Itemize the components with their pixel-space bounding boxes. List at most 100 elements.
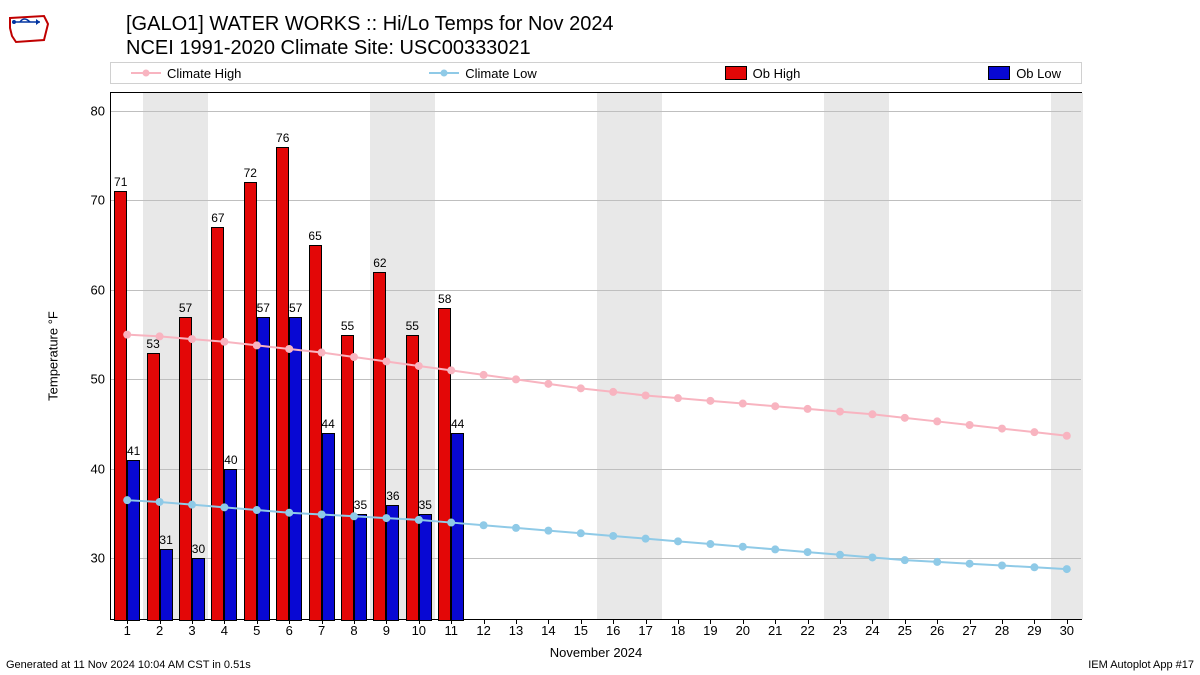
x-tick-label: 12 (476, 623, 490, 638)
climate-high-marker (1063, 432, 1071, 440)
climate-low-marker (771, 545, 779, 553)
climate-low-marker (188, 501, 196, 509)
climate-high-marker (706, 397, 714, 405)
legend-swatch-icon (988, 66, 1010, 80)
x-tick-label: 2 (156, 623, 163, 638)
x-tick-label: 4 (221, 623, 228, 638)
legend-swatch-icon (725, 66, 747, 80)
x-tick-label: 7 (318, 623, 325, 638)
climate-low-marker (868, 553, 876, 561)
x-tick-label: 1 (124, 623, 131, 638)
legend-climate-low: Climate Low (429, 66, 537, 81)
climate-low-marker (415, 516, 423, 524)
climate-low-marker (447, 519, 455, 527)
x-tick-label: 25 (898, 623, 912, 638)
x-tick-label: 18 (671, 623, 685, 638)
legend: Climate High Climate Low Ob High Ob Low (110, 62, 1082, 84)
climate-high-marker (253, 341, 261, 349)
climate-low-marker (804, 548, 812, 556)
climate-high-marker (868, 410, 876, 418)
climate-low-marker (544, 527, 552, 535)
climate-low-marker (1063, 565, 1071, 573)
climate-high-marker (415, 362, 423, 370)
climate-high-marker (480, 371, 488, 379)
climate-high-marker (123, 331, 131, 339)
climate-high-marker (544, 380, 552, 388)
y-tick-label: 60 (91, 282, 105, 297)
title-line-2: NCEI 1991-2020 Climate Site: USC00333021 (126, 36, 614, 60)
climate-high-marker (447, 366, 455, 374)
footer-generated: Generated at 11 Nov 2024 10:04 AM CST in… (6, 659, 251, 671)
climate-high-marker (350, 353, 358, 361)
x-tick-label: 21 (768, 623, 782, 638)
legend-line-icon (131, 72, 161, 74)
climate-low-marker (966, 560, 974, 568)
climate-high-marker (642, 391, 650, 399)
climate-high-marker (318, 349, 326, 357)
climate-high-marker (674, 394, 682, 402)
climate-high-marker (577, 384, 585, 392)
x-tick-label: 26 (930, 623, 944, 638)
climate-low-marker (156, 498, 164, 506)
y-tick-label: 80 (91, 103, 105, 118)
legend-label: Ob Low (1016, 66, 1061, 81)
climate-high-marker (220, 338, 228, 346)
climate-high-marker (966, 421, 974, 429)
climate-high-marker (188, 335, 196, 343)
legend-line-icon (429, 72, 459, 74)
climate-low-marker (253, 506, 261, 514)
climate-low-marker (512, 524, 520, 532)
x-tick-label: 16 (606, 623, 620, 638)
y-axis-label: Temperature °F (46, 311, 61, 401)
legend-ob-high: Ob High (725, 66, 801, 81)
plot-area: Temperature °F November 2024 30405060708… (110, 92, 1082, 620)
x-tick-label: 14 (541, 623, 555, 638)
x-axis-label: November 2024 (550, 645, 643, 660)
climate-high-marker (933, 417, 941, 425)
x-tick-label: 30 (1060, 623, 1074, 638)
climate-low-marker (706, 540, 714, 548)
climate-low-marker (382, 514, 390, 522)
climate-high-marker (609, 388, 617, 396)
climate-low-marker (1030, 563, 1038, 571)
x-tick-label: 28 (995, 623, 1009, 638)
climate-high-marker (382, 357, 390, 365)
chart-title: [GALO1] WATER WORKS :: Hi/Lo Temps for N… (126, 12, 614, 60)
climate-low-marker (220, 503, 228, 511)
x-tick-label: 10 (412, 623, 426, 638)
legend-ob-low: Ob Low (988, 66, 1061, 81)
climate-low-marker (901, 556, 909, 564)
climate-low-marker (350, 512, 358, 520)
climate-high-marker (836, 408, 844, 416)
legend-label: Climate Low (465, 66, 537, 81)
climate-low-marker (998, 562, 1006, 570)
legend-label: Ob High (753, 66, 801, 81)
climate-high-marker (285, 345, 293, 353)
legend-label: Climate High (167, 66, 241, 81)
climate-low-marker (933, 558, 941, 566)
climate-low-marker (642, 535, 650, 543)
x-tick-label: 13 (509, 623, 523, 638)
y-tick-label: 40 (91, 461, 105, 476)
climate-low-marker (577, 529, 585, 537)
climate-low-marker (318, 511, 326, 519)
climate-low-marker (836, 551, 844, 559)
climate-high-marker (771, 402, 779, 410)
climate-low-marker (739, 543, 747, 551)
x-tick-label: 5 (253, 623, 260, 638)
x-tick-label: 9 (383, 623, 390, 638)
climate-low-marker (285, 509, 293, 517)
climate-high-marker (1030, 428, 1038, 436)
climate-low-line (127, 500, 1067, 569)
climate-high-marker (512, 375, 520, 383)
y-tick-label: 50 (91, 372, 105, 387)
x-tick-label: 17 (638, 623, 652, 638)
climate-low-marker (123, 496, 131, 504)
legend-climate-high: Climate High (131, 66, 241, 81)
x-tick-label: 15 (574, 623, 588, 638)
iem-logo (6, 10, 54, 46)
x-tick-label: 22 (800, 623, 814, 638)
title-line-1: [GALO1] WATER WORKS :: Hi/Lo Temps for N… (126, 12, 614, 36)
x-tick-label: 20 (736, 623, 750, 638)
climate-high-marker (901, 414, 909, 422)
